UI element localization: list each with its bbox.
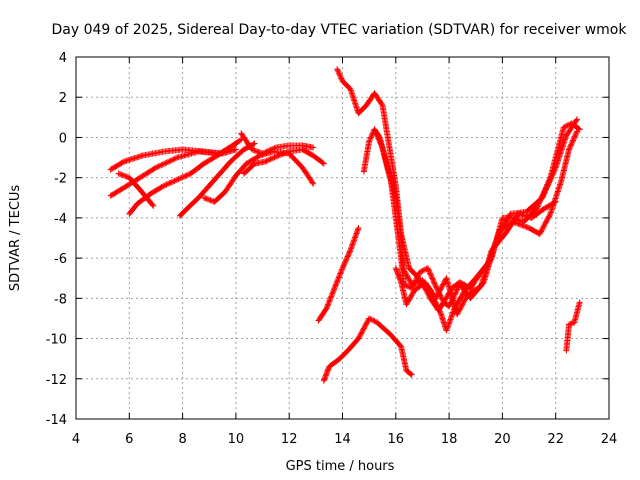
data-markers bbox=[392, 198, 559, 318]
series-arc-7 bbox=[240, 146, 327, 177]
series-arc-2 bbox=[107, 140, 239, 199]
x-tick-label: 22 bbox=[547, 432, 564, 447]
x-tick-label: 24 bbox=[601, 432, 618, 447]
y-axis-label: SDTVAR / TECUs bbox=[8, 185, 23, 292]
y-tick-label: 2 bbox=[59, 91, 67, 106]
chart-title: Day 049 of 2025, Sidereal Day-to-day VTE… bbox=[52, 22, 628, 38]
x-tick-label: 16 bbox=[388, 432, 405, 447]
x-tick-label: 12 bbox=[281, 432, 298, 447]
y-tick-label: -12 bbox=[46, 373, 67, 388]
series-arc-14 bbox=[392, 198, 559, 318]
x-axis-label: GPS time / hours bbox=[286, 459, 395, 474]
series-arc-4 bbox=[126, 136, 245, 217]
data-markers bbox=[371, 126, 581, 334]
data-markers bbox=[238, 130, 317, 157]
data-markers bbox=[320, 315, 415, 384]
y-tick-label: 4 bbox=[59, 51, 67, 66]
y-tick-label: -2 bbox=[54, 172, 67, 187]
series-arc-12 bbox=[360, 116, 581, 310]
data-markers bbox=[176, 140, 258, 219]
x-tick-label: 14 bbox=[334, 432, 351, 447]
y-tick-label: -14 bbox=[46, 413, 67, 428]
x-tick-label: 6 bbox=[125, 432, 133, 447]
y-tick-label: 0 bbox=[59, 131, 67, 146]
data-series bbox=[107, 66, 583, 384]
series-arc-8 bbox=[238, 130, 317, 157]
y-tick-label: -8 bbox=[54, 292, 67, 307]
x-tick-label: 18 bbox=[441, 432, 458, 447]
grid-lines bbox=[76, 57, 609, 419]
series-arc-13 bbox=[371, 126, 581, 334]
series-arc-15 bbox=[563, 299, 583, 354]
x-tick-label: 20 bbox=[494, 432, 511, 447]
data-markers bbox=[240, 146, 327, 177]
data-markers bbox=[360, 116, 581, 310]
y-tick-label: -6 bbox=[54, 252, 67, 267]
x-tick-label: 8 bbox=[178, 432, 186, 447]
series-arc-10 bbox=[320, 315, 415, 384]
y-tick-label: -4 bbox=[54, 212, 67, 227]
y-tick-label: -10 bbox=[46, 333, 67, 348]
data-markers bbox=[107, 140, 239, 199]
series-arc-5 bbox=[176, 140, 258, 219]
plot-frame bbox=[75, 56, 610, 420]
data-markers bbox=[126, 136, 245, 217]
x-tick-label: 10 bbox=[228, 432, 245, 447]
x-tick-label: 4 bbox=[72, 432, 80, 447]
data-markers bbox=[563, 299, 583, 354]
data-markers bbox=[315, 224, 362, 324]
series-arc-9 bbox=[315, 224, 362, 324]
